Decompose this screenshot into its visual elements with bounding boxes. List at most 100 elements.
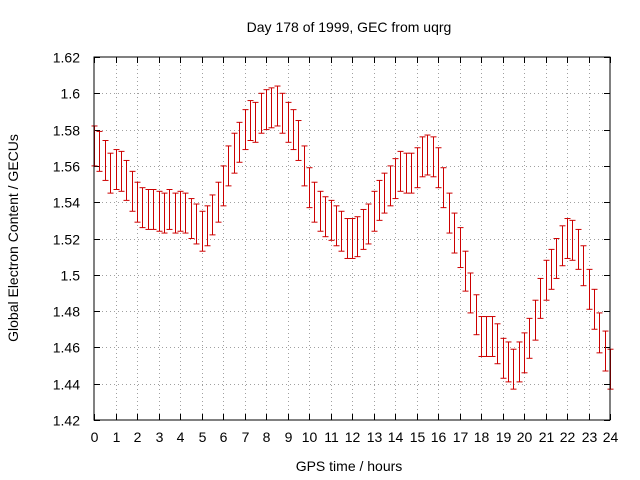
error-bar [505,341,512,383]
error-bar [306,167,313,209]
error-bar [586,268,593,310]
error-bar [381,172,388,214]
error-bar [360,208,367,250]
error-bar [532,299,539,341]
error-bar [242,109,249,151]
error-bar [193,203,200,245]
error-bar [457,227,464,269]
error-bar [145,188,152,230]
error-bar [371,190,378,232]
error-bar [236,121,243,163]
error-bar [575,228,582,270]
error-bar [215,181,222,223]
x-tick-label: 4 [177,429,185,445]
error-bar [553,238,560,279]
x-tick-label: 19 [496,429,512,445]
error-bar [295,120,302,161]
error-bar [225,145,232,187]
error-bar [134,181,141,223]
y-tick-label: 1.62 [53,50,80,66]
error-bar [516,341,523,383]
error-bar [596,312,603,354]
error-bar [548,248,555,290]
error-bar [258,92,265,134]
error-bar [252,101,259,143]
error-bar [494,323,501,365]
error-bar [489,316,496,357]
error-bar [139,187,146,229]
y-tick-label: 1.58 [53,123,80,139]
y-tick-label: 1.56 [53,159,80,175]
error-bar [123,159,130,201]
error-bar [220,165,227,207]
error-bar [414,147,421,189]
y-tick-label: 1.44 [53,377,80,393]
x-tick-label: 2 [134,429,142,445]
error-bar [521,332,528,374]
error-bar [403,152,410,194]
x-tick-label: 0 [91,429,99,445]
error-bar [451,212,458,254]
error-bar [199,210,206,252]
error-bar [349,218,356,259]
error-bar [107,152,114,194]
error-bar [559,225,566,267]
error-bar [435,147,442,189]
error-bar [290,109,297,151]
error-bar [430,136,437,178]
error-bar [408,152,415,194]
error-bar [150,188,157,230]
error-bar [102,139,109,181]
x-tick-label: 18 [474,429,490,445]
x-tick-label: 13 [367,429,383,445]
error-bar [279,92,286,134]
error-bar [478,316,485,357]
error-bar [397,150,404,192]
x-tick-label: 6 [220,429,228,445]
x-tick-labels: 0 1 2 3 4 5 6 7 8 9 10 11 12 13 14 15 16 17 18 19 20 21 22 23 24 [91,429,619,445]
error-bar [500,337,507,379]
error-bar [317,190,324,232]
x-tick-label: 23 [582,429,598,445]
error-bar [564,218,571,259]
x-tick-label: 15 [410,429,426,445]
x-tick-label: 8 [263,429,271,445]
x-tick-label: 21 [539,429,555,445]
error-bar [333,205,340,247]
error-bar [177,190,184,232]
chart-title: Day 178 of 1999, GEC from uqrg [247,19,452,35]
error-bar [338,210,345,252]
error-bar [424,134,431,176]
error-bar [419,136,426,178]
error-bar [354,216,361,258]
y-tick-label: 1.42 [53,413,80,429]
error-bar [473,294,480,336]
error-bar [188,198,195,239]
error-bar [446,192,453,234]
error-bar [376,179,383,221]
error-bar [118,150,125,192]
error-bar [510,348,517,390]
error-bar [543,259,550,301]
error-bar [301,145,308,187]
error-bar [247,100,254,141]
error-bar [322,196,329,238]
x-tick-label: 20 [517,429,533,445]
x-tick-label: 11 [324,429,339,445]
x-tick-label: 16 [431,429,447,445]
y-tick-labels: 1.42 1.44 1.46 1.48 1.5 1.52 1.54 1.56 1.58 1.6 1.… [53,50,80,429]
y-tick-label: 1.46 [53,340,80,356]
error-bar [569,219,576,261]
error-bar [161,192,168,234]
error-bar [537,277,544,319]
error-bar [204,205,211,247]
error-bar [462,250,469,292]
error-bar [182,192,189,234]
x-tick-label: 3 [156,429,164,445]
x-axis-label: GPS time / hours [296,458,403,474]
x-tick-label: 12 [345,429,361,445]
error-bar [580,245,587,287]
error-bar [328,199,335,241]
error-bar [129,170,136,212]
